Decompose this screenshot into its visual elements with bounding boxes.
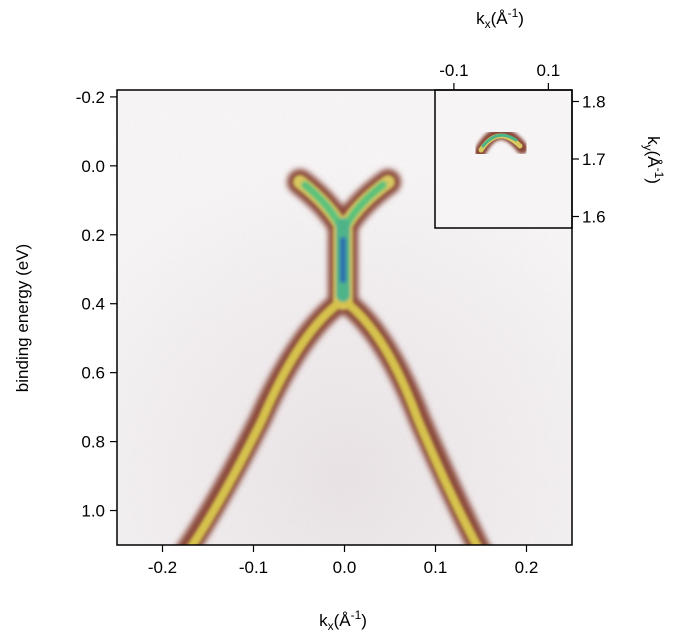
x-tick-label: 0.1 bbox=[537, 61, 561, 80]
x-tick-label: 0.0 bbox=[333, 558, 357, 577]
y-tick-label: 1.0 bbox=[81, 502, 105, 521]
x-axis-label-part: (Å bbox=[334, 611, 352, 630]
y-axis-label-part: -1 bbox=[652, 168, 666, 179]
y-tick-label: 0.2 bbox=[81, 226, 105, 245]
x-tick-label: 0.1 bbox=[424, 558, 448, 577]
y-axis-label: binding energy (eV) bbox=[13, 244, 32, 392]
x-tick-label: -0.1 bbox=[439, 61, 468, 80]
x-axis-label: kx(Å-1) bbox=[319, 608, 367, 633]
x-axis-label: kx(Å-1) bbox=[476, 6, 524, 31]
x-axis-label-part: -1 bbox=[508, 6, 519, 20]
y-axis-label-part: y bbox=[641, 145, 655, 151]
y-tick-label: 0.4 bbox=[81, 295, 105, 314]
y-axis-label-part: ) bbox=[644, 178, 663, 184]
x-tick-label: -0.2 bbox=[148, 558, 177, 577]
y-tick-label: 0.8 bbox=[81, 433, 105, 452]
x-axis-label-part: k bbox=[476, 9, 485, 28]
y-axis-label-part: (Å bbox=[644, 151, 663, 169]
x-axis-label-part: (Å bbox=[491, 9, 509, 28]
x-axis-label-part: ) bbox=[361, 611, 367, 630]
x-axis-label-part: -1 bbox=[351, 608, 362, 622]
y-tick-label: 1.6 bbox=[582, 208, 606, 227]
x-axis-label-part: x bbox=[485, 17, 491, 31]
x-tick-label: -0.1 bbox=[239, 558, 268, 577]
y-axis-label-part: k bbox=[644, 136, 663, 145]
y-tick-label: 0.0 bbox=[81, 157, 105, 176]
y-tick-label: 1.8 bbox=[582, 93, 606, 112]
x-axis-label-part: x bbox=[328, 619, 334, 633]
y-tick-label: -0.2 bbox=[76, 88, 105, 107]
x-axis-label-part: ) bbox=[518, 9, 524, 28]
x-tick-label: 0.2 bbox=[515, 558, 539, 577]
inset-map bbox=[435, 90, 572, 228]
y-tick-label: 1.7 bbox=[582, 150, 606, 169]
y-tick-label: 0.6 bbox=[81, 364, 105, 383]
x-axis-label-part: k bbox=[319, 611, 328, 630]
y-axis-label: ky(Å-1) bbox=[641, 136, 666, 184]
